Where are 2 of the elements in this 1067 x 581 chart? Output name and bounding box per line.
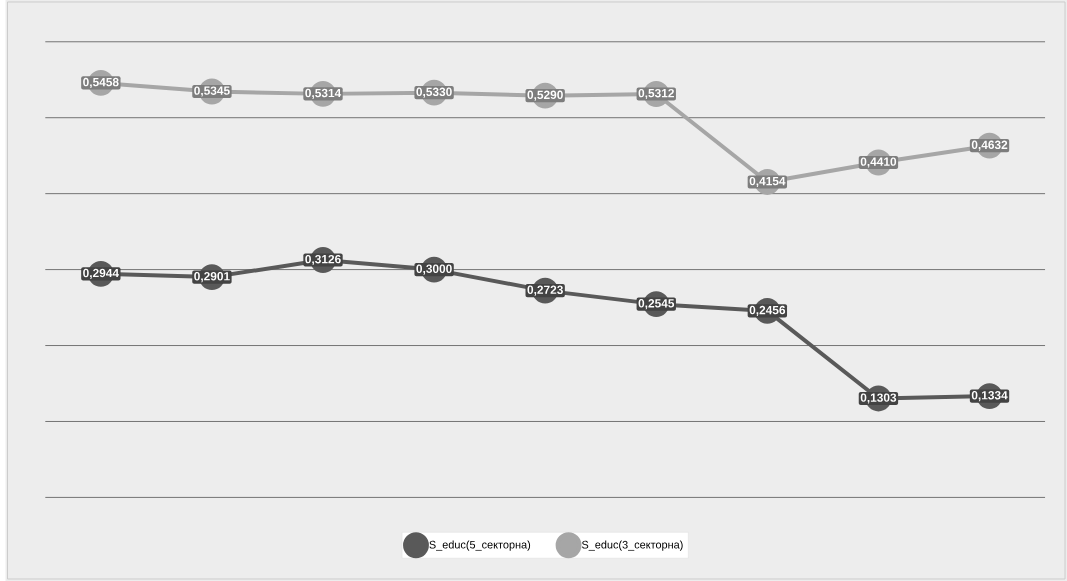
legend-label: S_educ(5_секторна) bbox=[429, 540, 531, 551]
legend-label: S_educ(3_секторна) bbox=[581, 540, 683, 551]
